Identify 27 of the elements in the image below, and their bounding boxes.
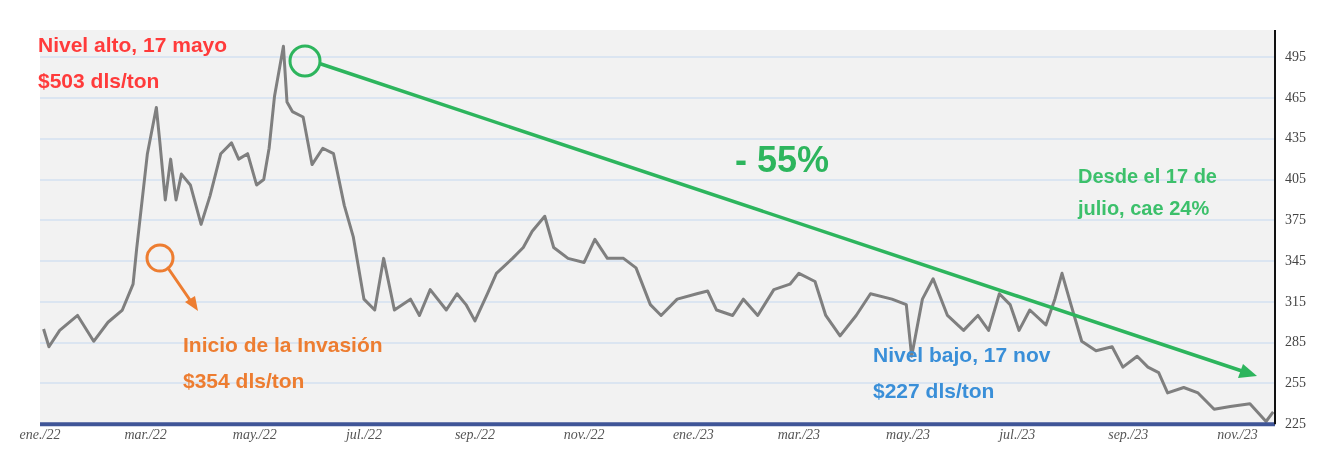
y-tick-label: 255 <box>1285 375 1306 391</box>
y-tick-label: 435 <box>1285 130 1306 146</box>
x-tick-label: sep./22 <box>454 427 495 443</box>
y-tick-label: 465 <box>1285 89 1306 105</box>
x-tick-label: jul./23 <box>997 427 1036 443</box>
annotation: Inicio de la Invasión $354 dls/ton <box>183 333 383 392</box>
annotation: - 55% <box>735 139 830 180</box>
y-tick-label: 285 <box>1285 334 1306 350</box>
y-tick-label: 225 <box>1285 415 1306 431</box>
x-tick-label: may./22 <box>232 427 277 443</box>
annotation: Nivel alto, 17 mayo $503 dls/ton <box>38 33 228 92</box>
x-tick-label: sep./23 <box>1108 427 1149 443</box>
x-tick-label: nov./22 <box>563 427 605 443</box>
x-tick-label: ene./22 <box>19 427 61 443</box>
y-tick-label: 345 <box>1285 252 1306 268</box>
x-tick-label: mar./22 <box>124 427 167 443</box>
annotation: Desde el 17 de julio, cae 24% <box>1077 165 1217 219</box>
x-tick-label: mar./23 <box>777 427 821 443</box>
y-tick-label: 315 <box>1285 293 1306 309</box>
x-tick-label: ene./23 <box>672 427 714 443</box>
x-tick-label: may./23 <box>886 427 931 443</box>
y-tick-label: 495 <box>1285 48 1306 64</box>
y-tick-label: 375 <box>1285 211 1306 227</box>
annotation: Nivel bajo, 17 nov $227 dls/ton <box>873 343 1051 402</box>
x-tick-label: jul./22 <box>343 427 383 443</box>
x-tick-label: nov./23 <box>1217 427 1258 443</box>
y-tick-label: 405 <box>1285 171 1306 187</box>
